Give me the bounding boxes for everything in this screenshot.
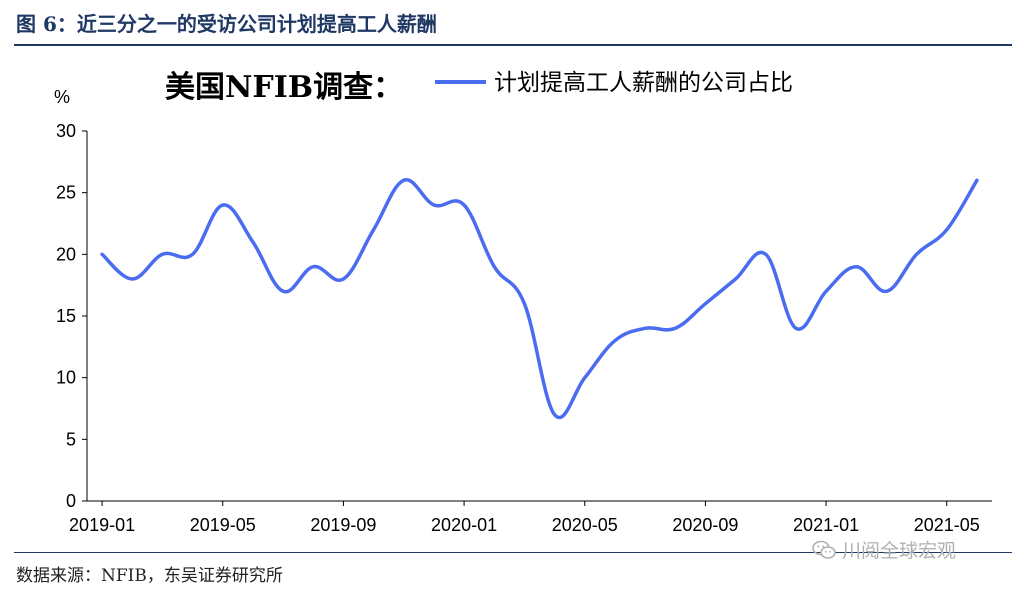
x-tick-label: 2019-01 bbox=[69, 515, 135, 535]
y-tick-label: 15 bbox=[56, 306, 76, 326]
x-tick-label: 2021-01 bbox=[793, 515, 859, 535]
y-tick-label: 10 bbox=[56, 368, 76, 388]
line-chart: 美国NFIB调查： 计划提高工人薪酬的公司占比 % 0 5 10 15 20 25 30 2… bbox=[54, 70, 992, 535]
series-layer bbox=[100, 178, 979, 420]
y-tick-label: 5 bbox=[66, 429, 76, 449]
watermark-text: 川阅全球宏观 bbox=[842, 540, 957, 562]
y-axis: 0 5 10 15 20 25 30 bbox=[56, 121, 88, 511]
series-line-hiring-wage bbox=[100, 178, 979, 420]
y-tick-label: 0 bbox=[66, 491, 76, 511]
title-rule bbox=[14, 44, 1012, 46]
chart-header: 美国NFIB调查： 计划提高工人薪酬的公司占比 bbox=[165, 70, 793, 105]
watermark: 川阅全球宏观 bbox=[812, 536, 956, 563]
source-rule bbox=[14, 552, 1012, 553]
legend-label: 计划提高工人薪酬的公司占比 bbox=[494, 70, 793, 96]
x-tick-label: 2020-05 bbox=[552, 515, 618, 535]
x-tick-label: 2021-05 bbox=[914, 515, 980, 535]
y-tick-label: 25 bbox=[56, 183, 76, 203]
y-tick-label: 30 bbox=[56, 121, 76, 141]
x-tick-label: 2020-09 bbox=[672, 515, 738, 535]
source-note: 数据来源：NFIB，东吴证券研究所 bbox=[16, 566, 283, 586]
x-tick-label: 2019-05 bbox=[190, 515, 256, 535]
x-tick-label: 2019-09 bbox=[310, 515, 376, 535]
y-axis-unit: % bbox=[54, 87, 70, 107]
x-tick-label: 2020-01 bbox=[431, 515, 497, 535]
figure-title: 图 6：近三分之一的受访公司计划提高工人薪酬 bbox=[16, 12, 437, 36]
wechat-icon bbox=[812, 540, 836, 559]
x-axis: 2019-01 2019-05 2019-09 2020-01 2020-05 2020-… bbox=[69, 500, 992, 535]
chart-title: 美国NFIB调查： bbox=[165, 70, 403, 105]
y-tick-label: 20 bbox=[56, 244, 76, 264]
